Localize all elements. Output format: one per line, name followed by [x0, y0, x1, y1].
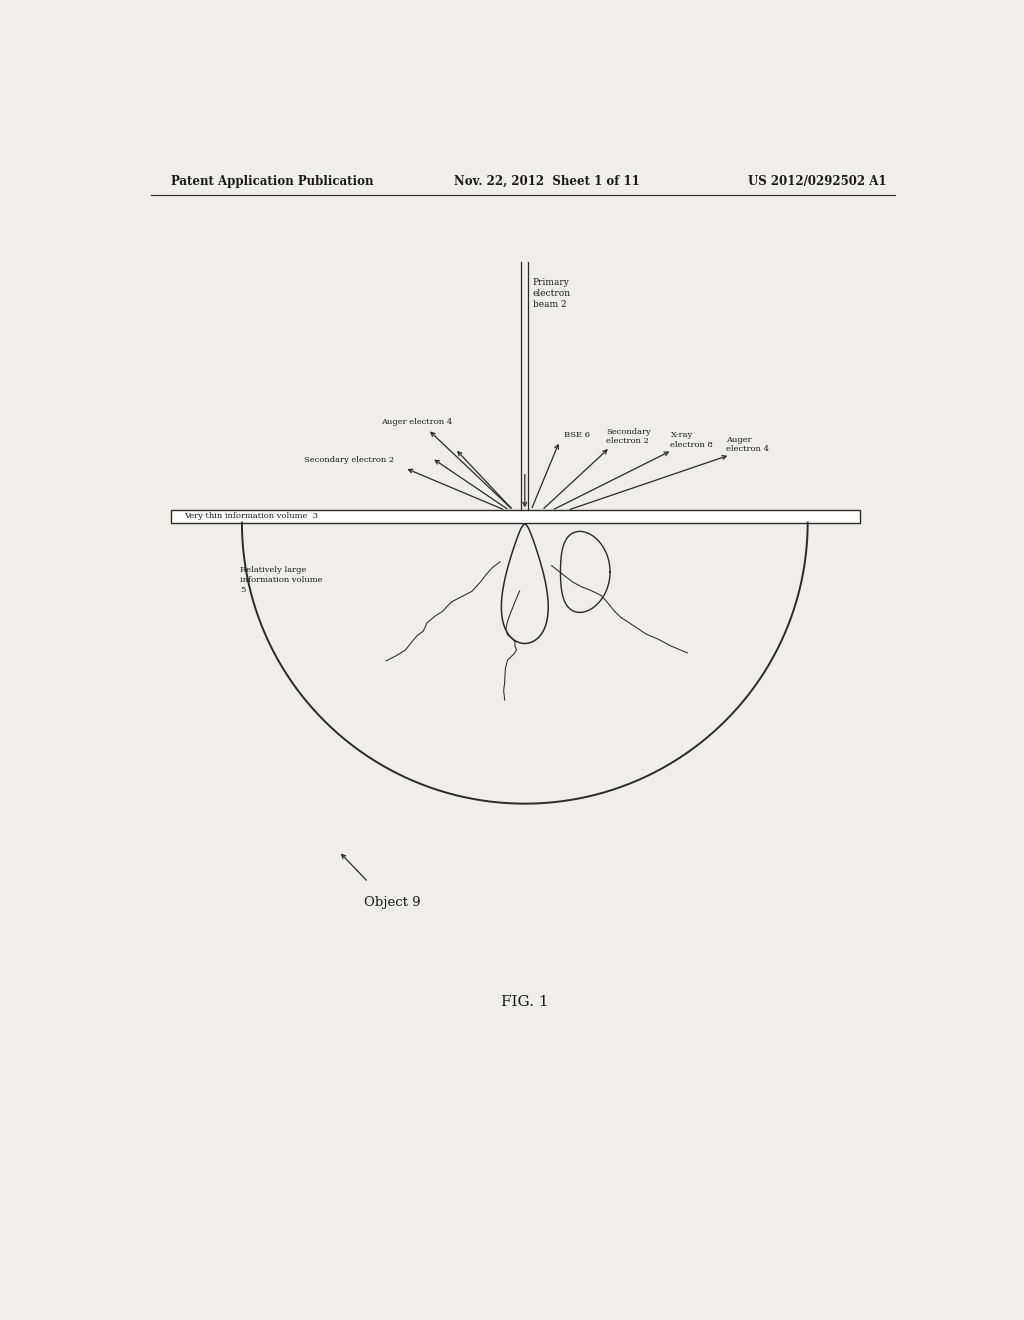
Text: FIG. 1: FIG. 1: [501, 994, 549, 1008]
Bar: [171, 511, 860, 523]
Text: Secondary
electron 2: Secondary electron 2: [606, 428, 651, 445]
Text: Object 9: Object 9: [365, 896, 421, 909]
Text: Nov. 22, 2012  Sheet 1 of 11: Nov. 22, 2012 Sheet 1 of 11: [454, 176, 639, 187]
Text: US 2012/0292502 A1: US 2012/0292502 A1: [748, 176, 887, 187]
Text: Auger
electron 4: Auger electron 4: [726, 436, 769, 453]
Text: Very thin information volume  3: Very thin information volume 3: [183, 512, 317, 520]
Text: Primary
electron
beam 2: Primary electron beam 2: [532, 277, 570, 309]
Text: BSE 6: BSE 6: [563, 432, 590, 440]
Text: Auger electron 4: Auger electron 4: [381, 417, 453, 425]
Text: Relatively large
information volume
5: Relatively large information volume 5: [241, 566, 323, 594]
Text: Secondary electron 2: Secondary electron 2: [304, 457, 394, 465]
Text: X-ray
electron 8: X-ray electron 8: [671, 432, 714, 449]
Text: Patent Application Publication: Patent Application Publication: [171, 176, 373, 187]
